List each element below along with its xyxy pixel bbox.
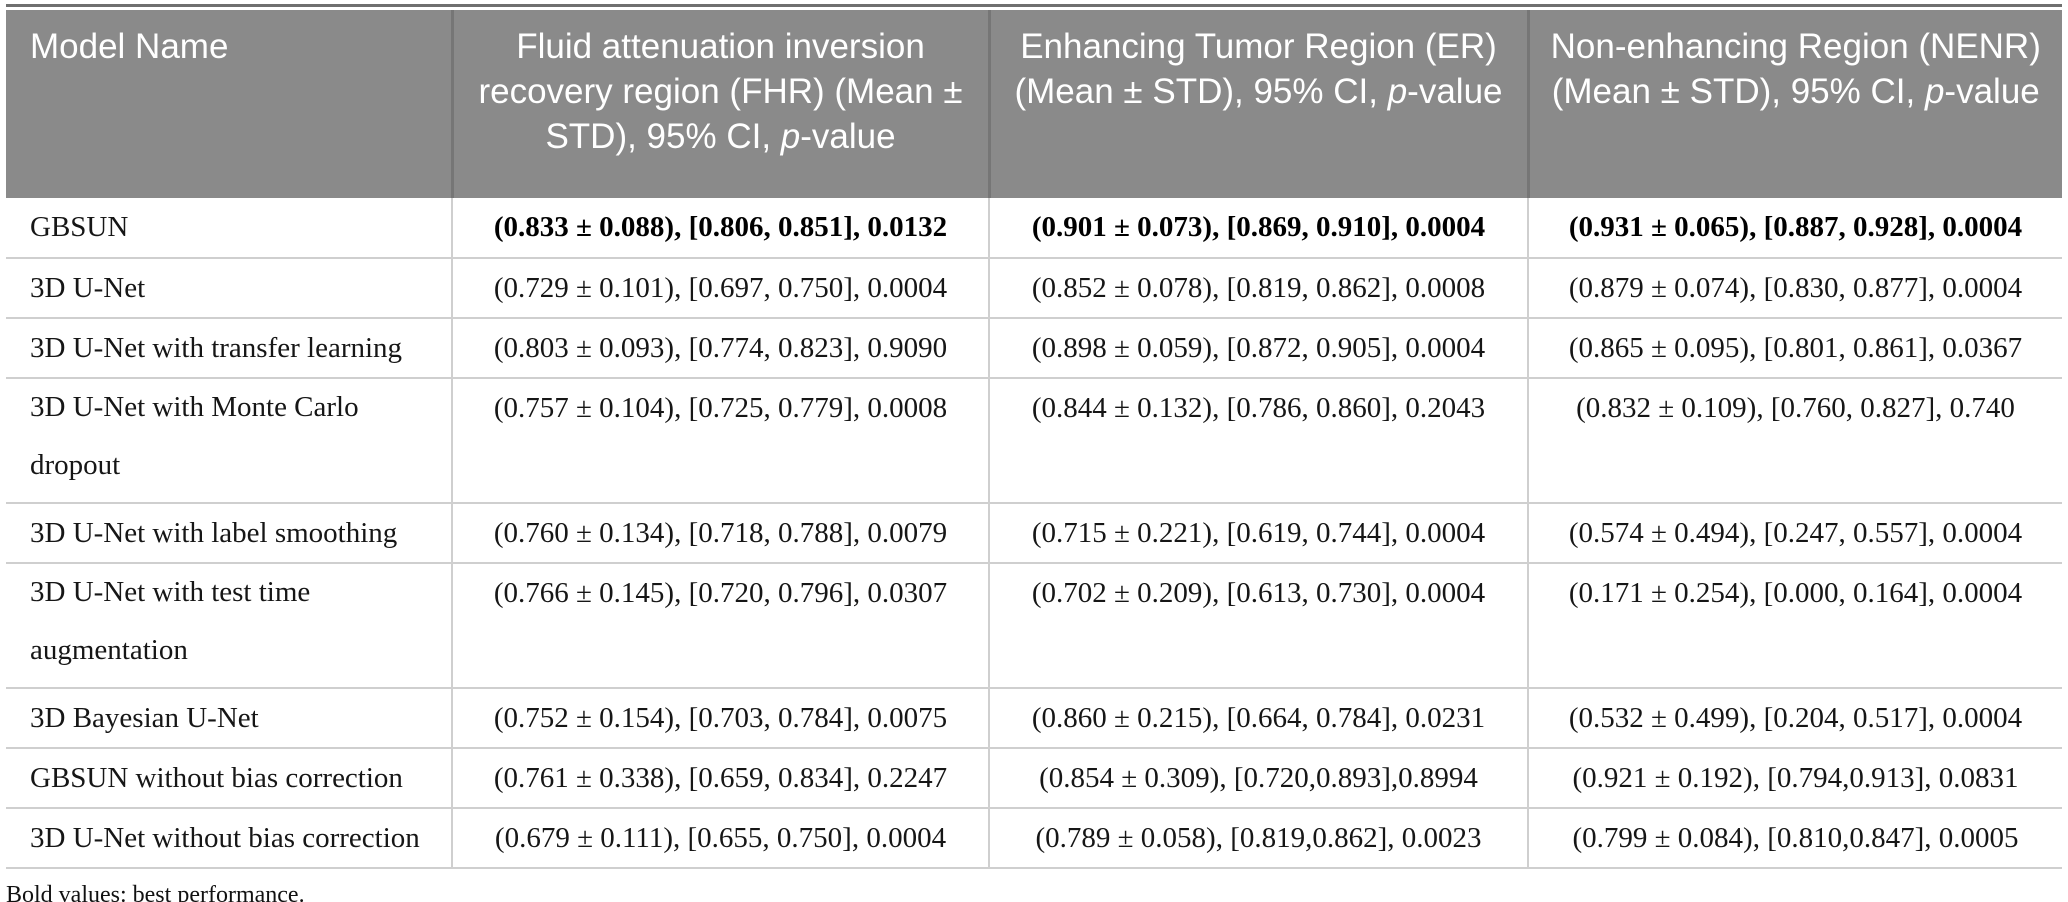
fhr-value-cell: (0.803 ± 0.093), [0.774, 0.823], 0.9090: [452, 318, 990, 379]
model-name-label: 3D Bayesian U-Net: [30, 702, 259, 734]
model-name-cell: 3D U-Net: [6, 258, 453, 319]
results-table-container: Model Name Fluid attenuation inversion r…: [6, 4, 2062, 869]
nenr-value-cell: (0.865 ± 0.095), [0.801, 0.861], 0.0367: [1528, 318, 2062, 379]
table-row-transfer-learning: 3D U-Net with transfer learning (0.803 ±…: [6, 318, 2062, 379]
fhr-value-cell: (0.757 ± 0.104), [0.725, 0.779], 0.0008: [452, 378, 990, 504]
model-name-cell: 3D U-Net without bias correction: [6, 808, 453, 869]
model-name-cell: GBSUN without bias correction: [6, 748, 453, 809]
nenr-value-cell: (0.799 ± 0.084), [0.810,0.847], 0.0005: [1528, 808, 2062, 869]
er-value-cell: (0.898 ± 0.059), [0.872, 0.905], 0.0004: [989, 318, 1529, 379]
header-fhr-text: Fluid attenuation inversion recovery reg…: [478, 27, 963, 156]
nenr-value-cell: (0.574 ± 0.494), [0.247, 0.557], 0.0004: [1528, 503, 2062, 564]
table-row-monte-carlo-dropout: 3D U-Net with Monte Carlo dropout (0.757…: [6, 378, 2062, 504]
header-fhr-suffix: -value: [800, 117, 896, 156]
nenr-value-cell: (0.532 ± 0.499), [0.204, 0.517], 0.0004: [1528, 688, 2062, 749]
er-value-cell: (0.854 ± 0.309), [0.720,0.893],0.8994: [989, 748, 1529, 809]
header-er: Enhancing Tumor Region (ER) (Mean ± STD)…: [989, 10, 1530, 198]
header-er-text: Enhancing Tumor Region (ER) (Mean ± STD)…: [1014, 27, 1497, 111]
model-name-cell: 3D Bayesian U-Net: [6, 688, 453, 749]
model-name-label: 3D U-Net: [30, 272, 146, 304]
nenr-value-cell: (0.171 ± 0.254), [0.000, 0.164], 0.0004: [1528, 563, 2062, 689]
table-row-bayesian-unet: 3D Bayesian U-Net (0.752 ± 0.154), [0.70…: [6, 688, 2062, 749]
fhr-value-cell: (0.766 ± 0.145), [0.720, 0.796], 0.0307: [452, 563, 990, 689]
fhr-value-cell: (0.729 ± 0.101), [0.697, 0.750], 0.0004: [452, 258, 990, 319]
nenr-value-cell: (0.931 ± 0.065), [0.887, 0.928], 0.0004: [1528, 198, 2062, 259]
header-nenr: Non-enhancing Region (NENR) (Mean ± STD)…: [1528, 10, 2062, 198]
header-nenr-text: Non-enhancing Region (NENR) (Mean ± STD)…: [1550, 27, 2041, 111]
model-name-label: 3D U-Net with Monte Carlo dropout: [30, 391, 359, 481]
header-row: Model Name Fluid attenuation inversion r…: [6, 10, 2062, 198]
model-name-label: GBSUN: [30, 211, 129, 243]
er-value-cell: (0.702 ± 0.209), [0.613, 0.730], 0.0004: [989, 563, 1529, 689]
table-row-label-smoothing: 3D U-Net with label smoothing (0.760 ± 0…: [6, 503, 2062, 564]
model-performance-table: Model Name Fluid attenuation inversion r…: [6, 10, 2062, 869]
model-name-cell: 3D U-Net with Monte Carlo dropout: [6, 378, 453, 504]
header-model-name-label: Model Name: [30, 27, 229, 66]
nenr-value-cell: (0.921 ± 0.192), [0.794,0.913], 0.0831: [1528, 748, 2062, 809]
fhr-value-cell: (0.760 ± 0.134), [0.718, 0.788], 0.0079: [452, 503, 990, 564]
header-fhr: Fluid attenuation inversion recovery reg…: [452, 10, 991, 198]
model-name-label: 3D U-Net without bias correction: [30, 822, 420, 854]
nenr-value-cell: (0.879 ± 0.074), [0.830, 0.877], 0.0004: [1528, 258, 2062, 319]
header-er-suffix: -value: [1407, 72, 1503, 111]
model-name-cell: 3D U-Net with label smoothing: [6, 503, 453, 564]
table-row-3d-unet-no-bias-correction: 3D U-Net without bias correction (0.679 …: [6, 808, 2062, 869]
model-name-label: 3D U-Net with transfer learning: [30, 332, 403, 364]
er-value-cell: (0.901 ± 0.073), [0.869, 0.910], 0.0004: [989, 198, 1529, 259]
header-fhr-p-italic: p: [780, 117, 801, 156]
table-header: Model Name Fluid attenuation inversion r…: [6, 10, 2062, 198]
fhr-value-cell: (0.761 ± 0.338), [0.659, 0.834], 0.2247: [452, 748, 990, 809]
table-row-gbsun: GBSUN (0.833 ± 0.088), [0.806, 0.851], 0…: [6, 198, 2062, 259]
model-name-cell: 3D U-Net with transfer learning: [6, 318, 453, 379]
table-row-3d-unet: 3D U-Net (0.729 ± 0.101), [0.697, 0.750]…: [6, 258, 2062, 319]
nenr-value-cell: (0.832 ± 0.109), [0.760, 0.827], 0.740: [1528, 378, 2062, 504]
fhr-value-cell: (0.679 ± 0.111), [0.655, 0.750], 0.0004: [452, 808, 990, 869]
table-footnote: Bold values: best performance.: [6, 882, 305, 902]
fhr-value-cell: (0.752 ± 0.154), [0.703, 0.784], 0.0075: [452, 688, 990, 749]
model-name-label: 3D U-Net with test time augmentation: [30, 576, 311, 666]
model-name-label: GBSUN without bias correction: [30, 762, 403, 794]
model-name-label: 3D U-Net with label smoothing: [30, 517, 398, 549]
er-value-cell: (0.715 ± 0.221), [0.619, 0.744], 0.0004: [989, 503, 1529, 564]
model-name-cell: 3D U-Net with test time augmentation: [6, 563, 453, 689]
model-name-cell: GBSUN: [6, 198, 453, 259]
er-value-cell: (0.860 ± 0.215), [0.664, 0.784], 0.0231: [989, 688, 1529, 749]
table-row-test-time-augmentation: 3D U-Net with test time augmentation (0.…: [6, 563, 2062, 689]
header-model-name: Model Name: [6, 10, 454, 198]
table-row-gbsun-no-bias-correction: GBSUN without bias correction (0.761 ± 0…: [6, 748, 2062, 809]
header-er-p-italic: p: [1387, 72, 1408, 111]
er-value-cell: (0.852 ± 0.078), [0.819, 0.862], 0.0008: [989, 258, 1529, 319]
fhr-value-cell: (0.833 ± 0.088), [0.806, 0.851], 0.0132: [452, 198, 990, 259]
header-nenr-p-italic: p: [1924, 72, 1945, 111]
header-nenr-suffix: -value: [1944, 72, 2040, 111]
er-value-cell: (0.844 ± 0.132), [0.786, 0.860], 0.2043: [989, 378, 1529, 504]
table-top-rule: [6, 4, 2062, 7]
table-body: GBSUN (0.833 ± 0.088), [0.806, 0.851], 0…: [6, 198, 2062, 869]
er-value-cell: (0.789 ± 0.058), [0.819,0.862], 0.0023: [989, 808, 1529, 869]
